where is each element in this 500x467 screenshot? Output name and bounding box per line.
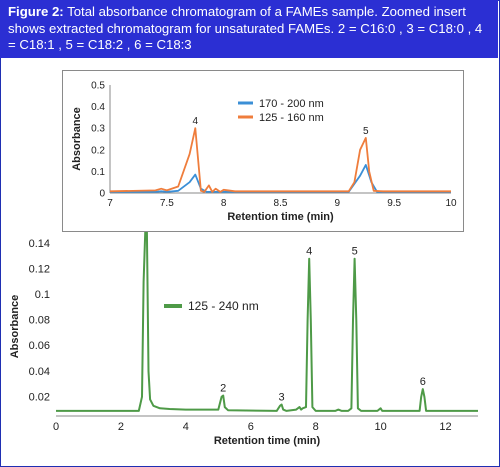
y-tick-label: 0.4 <box>91 102 105 113</box>
peak-label-4: 4 <box>306 246 312 258</box>
x-axis-label: Retention time (min) <box>214 435 321 447</box>
y-axis-label: Absorbance <box>71 107 83 171</box>
y-tick-label: 0.2 <box>91 145 105 156</box>
peak-label-4: 4 <box>192 116 198 127</box>
x-tick-label: 7.5 <box>160 198 174 209</box>
x-tick-label: 10 <box>374 421 386 433</box>
x-tick-label: 8 <box>221 198 227 209</box>
y-tick-label: 0.02 <box>29 391 50 403</box>
x-tick-label: 9.5 <box>387 198 401 209</box>
y-tick-label: 0 <box>99 189 105 200</box>
x-tick-label: 2 <box>118 421 124 433</box>
y-tick-label: 0.1 <box>35 289 50 301</box>
legend-label: 125 - 240 nm <box>188 299 259 313</box>
peak-label-2: 2 <box>220 383 226 395</box>
peak-label-5: 5 <box>363 126 369 137</box>
y-tick-label: 0.06 <box>29 340 50 352</box>
legend-label: 125 - 160 nm <box>259 112 324 124</box>
y-axis-label: Absorbance <box>9 295 21 359</box>
figure-caption: Figure 2: Total absorbance chromatogram … <box>0 0 498 58</box>
legend-label: 170 - 200 nm <box>259 98 324 110</box>
series-line-1 <box>56 229 478 412</box>
figure-label: Figure 2: <box>8 4 64 19</box>
series-line-2 <box>110 127 451 193</box>
peak-label-6: 6 <box>420 376 426 388</box>
x-tick-label: 9 <box>335 198 341 209</box>
x-tick-label: 10 <box>445 198 457 209</box>
y-tick-label: 0.3 <box>91 124 105 135</box>
figure-caption-text: Total absorbance chromatogram of a FAMEs… <box>8 4 483 52</box>
peak-label-3: 3 <box>279 391 285 403</box>
peak-label-5: 5 <box>352 246 358 258</box>
x-tick-label: 8.5 <box>274 198 288 209</box>
x-tick-label: 7 <box>107 198 113 209</box>
series-line-1 <box>110 163 451 193</box>
y-tick-label: 0.5 <box>91 81 105 92</box>
y-tick-label: 0.14 <box>29 238 50 250</box>
x-tick-label: 6 <box>248 421 254 433</box>
y-tick-label: 0.08 <box>29 315 50 327</box>
y-tick-label: 0.04 <box>29 366 50 378</box>
y-tick-label: 0.12 <box>29 263 50 275</box>
x-tick-label: 0 <box>53 421 59 433</box>
y-tick-label: 0.1 <box>91 167 105 178</box>
x-tick-label: 8 <box>313 421 319 433</box>
x-tick-label: 4 <box>183 421 189 433</box>
x-tick-label: 12 <box>439 421 451 433</box>
zoom-inset-frame <box>62 70 464 232</box>
x-axis-label: Retention time (min) <box>227 211 334 223</box>
